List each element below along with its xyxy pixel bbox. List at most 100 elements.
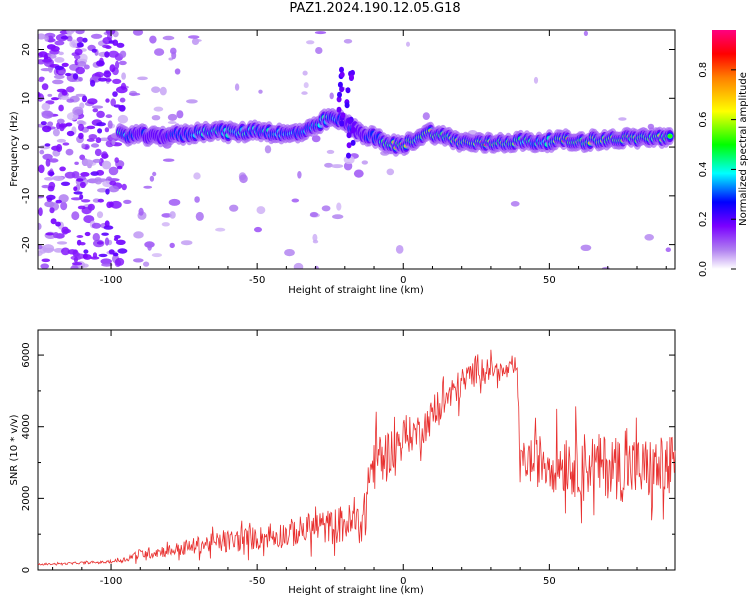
heatmap-noise-cell — [239, 174, 248, 184]
colorbar-gradient — [712, 30, 736, 269]
x-tick-label: 50 — [543, 576, 556, 587]
heatmap-noise-cell — [38, 222, 42, 230]
heatmap-noise-cell — [101, 232, 109, 236]
heatmap-noise-cell — [96, 122, 106, 127]
heatmap-noise-cell — [76, 42, 84, 48]
heatmap-noise-cell — [180, 240, 193, 246]
heatmap-noise-cell — [83, 64, 90, 70]
heatmap-noise-cell — [53, 74, 65, 80]
heatmap-ridge-cell — [346, 132, 352, 139]
heatmap-noise-cell — [66, 30, 75, 35]
heatmap-noise-cell — [312, 239, 319, 244]
heatmap-noise-cell — [119, 97, 126, 103]
heatmap-ridge-cell — [339, 66, 344, 73]
heatmap-noise-cell — [61, 62, 69, 67]
colorbar-tick-label: 0.2 — [698, 211, 709, 227]
heatmap-ridge-cell — [346, 142, 352, 149]
heatmap-noise-cell — [41, 184, 50, 189]
heatmap-noise-cell — [97, 188, 108, 193]
heatmap-ridge-cell — [345, 87, 351, 94]
heatmap-noise-cell — [90, 171, 99, 176]
heatmap-noise-cell — [361, 160, 368, 165]
heatmap-noise-cell — [51, 145, 61, 151]
heatmap-noise-cell — [256, 206, 266, 215]
heatmap-noise-cell — [77, 205, 86, 210]
heatmap-noise-cell — [264, 145, 272, 154]
heatmap-noise-cell — [324, 162, 333, 168]
heatmap-noise-cell — [186, 99, 198, 104]
colorbar-label: Normalized spectral amplitude — [738, 72, 749, 226]
heatmap-noise-cell — [104, 127, 110, 133]
heatmap-noise-cell — [105, 45, 112, 49]
heatmap-noise-cell — [100, 258, 112, 265]
heatmap-noise-cell — [167, 121, 177, 124]
heatmap-noise-cell — [258, 89, 263, 94]
heatmap-noise-cell — [54, 40, 65, 46]
heatmap-noise-cell — [38, 96, 45, 101]
heatmap-noise-cell — [81, 199, 91, 203]
heatmap-noise-cell — [107, 120, 113, 129]
heatmap-noise-cell — [74, 161, 79, 165]
heatmap-noise-cell — [116, 42, 125, 48]
heatmap-noise-cell — [159, 86, 167, 96]
heatmap-noise-cell — [133, 258, 144, 263]
heatmap-noise-cell — [50, 45, 60, 52]
heatmap-noise-cell — [56, 241, 68, 245]
heatmap-noise-cell — [58, 51, 64, 56]
heatmap-noise-cell — [137, 76, 148, 81]
heatmap-noise-cell — [62, 142, 70, 146]
heatmap-noise-cell — [73, 256, 78, 263]
x-tick-label: -50 — [249, 576, 265, 587]
heatmap-noise-cell — [78, 132, 84, 140]
heatmap-noise-cell — [66, 98, 75, 103]
heatmap-noise-cell — [54, 57, 65, 63]
heatmap-noise-cell — [353, 169, 364, 178]
heatmap-noise-cell — [71, 211, 80, 221]
heatmap-noise-cell — [45, 158, 51, 167]
heatmap-noise-cell — [644, 234, 654, 241]
heatmap-noise-cell — [56, 122, 61, 130]
heatmap-noise-cell — [97, 128, 103, 134]
heatmap-noise-cell — [115, 257, 125, 266]
heatmap-noise-cell — [336, 202, 342, 211]
heatmap-noise-cell — [69, 39, 79, 48]
heatmap-noise-cell — [101, 160, 112, 170]
heatmap-noise-cell — [138, 207, 144, 216]
heatmap-noise-cell — [331, 164, 344, 169]
heatmap-noise-cell — [314, 265, 319, 269]
snr-series-line — [37, 349, 676, 567]
heatmap-noise-cell — [42, 244, 55, 254]
heatmap-noise-cell — [117, 248, 128, 254]
spectrogram-x-ticks: -100 -50 0 50 — [52, 30, 667, 286]
heatmap-noise-cell — [49, 207, 55, 214]
heatmap-noise-cell — [108, 166, 119, 176]
heatmap-noise-cell — [583, 30, 589, 36]
heatmap-noise-cell — [61, 90, 68, 96]
heatmap-noise-cell — [329, 92, 334, 100]
heatmap-noise-cell — [76, 178, 84, 182]
heatmap-noise-cell — [54, 65, 64, 70]
heatmap-noise-cell — [174, 68, 181, 75]
heatmap-noise-cell — [84, 231, 91, 237]
heatmap-noise-cell — [193, 172, 201, 180]
heatmap-noise-cell — [64, 171, 76, 179]
heatmap-noise-cell — [149, 175, 155, 182]
heatmap-noise-cell — [111, 139, 116, 146]
heatmap-noise-cell — [42, 153, 53, 160]
heatmap-ridge-cell — [337, 91, 342, 98]
heatmap-noise-cell — [73, 186, 78, 192]
heatmap-noise-cell — [47, 185, 55, 192]
heatmap-noise-cell — [618, 117, 627, 121]
y-tick-label: 20 — [21, 43, 32, 56]
heatmap-noise-cell — [65, 122, 73, 127]
heatmap-noise-cell — [40, 263, 49, 269]
heatmap-noise-cell — [65, 72, 72, 77]
heatmap-noise-cell — [66, 130, 75, 137]
heatmap-noise-cell — [60, 35, 69, 40]
y-tick-label: -20 — [21, 236, 32, 252]
heatmap-noise-cell — [56, 138, 67, 143]
heatmap-noise-cell — [44, 35, 49, 42]
heatmap-noise-cell — [75, 30, 85, 35]
snr-y-axis-label: SNR (10 * v/v) — [9, 414, 20, 485]
